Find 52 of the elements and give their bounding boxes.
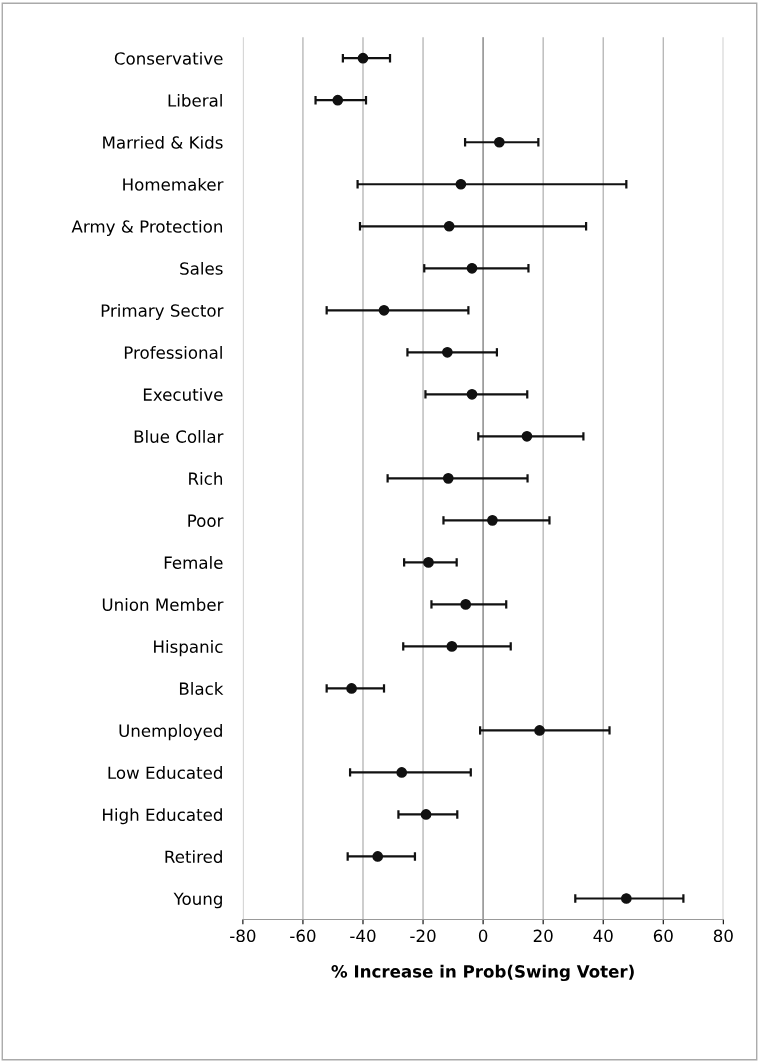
point bbox=[455, 178, 467, 190]
point bbox=[521, 430, 533, 442]
point bbox=[466, 388, 478, 400]
point bbox=[442, 346, 453, 358]
point bbox=[620, 893, 632, 904]
y-tick-label: Blue Collar bbox=[134, 430, 224, 443]
point bbox=[378, 304, 390, 316]
y-tick-label: Married & Kids bbox=[103, 135, 223, 149]
point bbox=[443, 220, 455, 232]
y-tick-label: Sales bbox=[180, 261, 223, 275]
x-tick-label: -60 bbox=[290, 929, 316, 943]
point bbox=[466, 262, 478, 274]
point bbox=[442, 472, 454, 484]
y-tick-label: Conservative bbox=[114, 51, 223, 65]
y-tick-label: Poor bbox=[188, 514, 224, 527]
point bbox=[446, 641, 458, 652]
x-tick-label: -80 bbox=[230, 929, 256, 943]
point bbox=[332, 94, 344, 106]
y-tick-label: Retired bbox=[165, 850, 222, 864]
point bbox=[420, 809, 432, 820]
y-tick-label: Union Member bbox=[102, 598, 224, 611]
y-tick-label: Executive bbox=[143, 387, 223, 401]
y-tick-label: Primary Sector bbox=[101, 303, 224, 321]
y-tick-label: Unemployed bbox=[119, 724, 222, 741]
y-tick-label: Black bbox=[179, 682, 224, 695]
point bbox=[487, 515, 498, 526]
point bbox=[534, 725, 545, 736]
point bbox=[396, 767, 408, 778]
y-tick-label: Homemaker bbox=[123, 177, 224, 191]
y-tick-label: Professional bbox=[124, 345, 222, 359]
point bbox=[372, 851, 384, 862]
y-tick-label: Army & Protection bbox=[71, 219, 223, 237]
x-tick-label: -20 bbox=[410, 929, 436, 943]
y-tick-label: Hispanic bbox=[154, 640, 223, 657]
x-tick-label: 0 bbox=[478, 929, 488, 943]
x-tick-label: 80 bbox=[713, 929, 733, 943]
x-axis-title: % Increase in Prob(Swing Voter) bbox=[331, 964, 634, 982]
y-tick-label: High Educated bbox=[103, 808, 222, 825]
y-tick-label: Female bbox=[164, 556, 223, 569]
point bbox=[493, 136, 505, 148]
x-tick-label: 20 bbox=[533, 929, 553, 943]
point bbox=[423, 557, 434, 568]
x-tick-label: 40 bbox=[593, 929, 613, 943]
y-tick-label: Young bbox=[173, 892, 222, 909]
y-tick-label: Low Educated bbox=[108, 766, 222, 780]
point bbox=[357, 52, 369, 64]
point bbox=[346, 683, 357, 694]
y-tick-label: Rich bbox=[189, 472, 223, 485]
point bbox=[460, 599, 472, 610]
x-tick-label: 60 bbox=[653, 929, 673, 943]
y-tick-label: Liberal bbox=[168, 93, 222, 107]
x-tick-label: -40 bbox=[350, 929, 376, 943]
